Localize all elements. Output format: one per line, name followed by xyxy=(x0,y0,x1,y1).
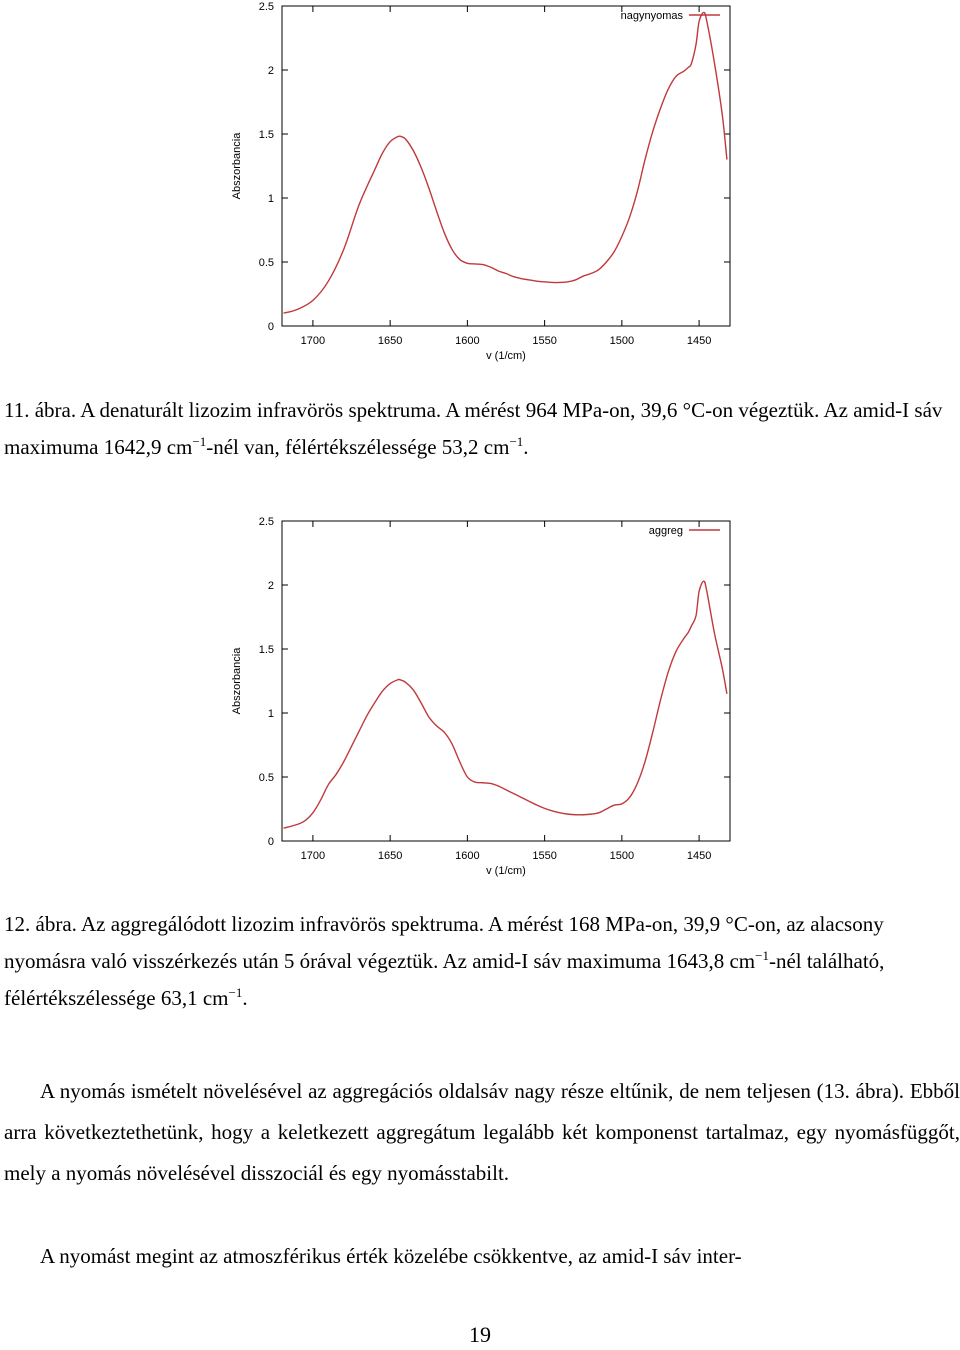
series-line-aggreg xyxy=(283,580,728,829)
caption-superscript: −1 xyxy=(192,434,207,449)
x-tick-label: 1700 xyxy=(301,850,325,862)
y-tick-labels: 0 0.5 1 1.5 2 2.5 xyxy=(259,1,274,333)
y-tick-label: 0.5 xyxy=(259,772,274,784)
plot-frame xyxy=(281,520,731,842)
figure-caption-12: 12. ábra. Az aggregálódott lizozim infra… xyxy=(4,909,960,1014)
body-paragraph: A nyomás ismételt növelésével az aggregá… xyxy=(4,1079,960,1185)
figure-caption-11: 11. ábra. A denaturált lizozim infravörö… xyxy=(4,395,960,463)
y-tick-label: 0 xyxy=(268,836,274,848)
y-tick-label: 1.5 xyxy=(259,129,274,141)
x-tick-label: 1650 xyxy=(378,335,402,347)
caption-label: 12. ábra. xyxy=(4,912,77,936)
y-axis-label: Abszorbancia xyxy=(231,647,243,715)
caption-text: A denaturált lizozim infravörös spektrum… xyxy=(4,398,943,459)
legend-label: nagynyomas xyxy=(621,10,684,22)
x-tick-label: 1550 xyxy=(532,850,556,862)
caption-superscript: −1 xyxy=(509,434,524,449)
x-axis-label: v (1/cm) xyxy=(486,350,526,362)
caption-text-continued: -nél van, félértékszélessége 53,2 cm xyxy=(206,435,510,459)
caption-end: . xyxy=(523,435,529,459)
plot-frame xyxy=(281,5,731,327)
x-tick-label: 1650 xyxy=(378,850,402,862)
y-tick-label: 2 xyxy=(268,65,274,77)
series-line-nagynyomas xyxy=(283,11,728,314)
chart-svg-1: 0 0.5 1 1.5 2 2.5 1700 1650 1600 1550 1500 1450 Ab… xyxy=(231,1,731,362)
x-tick-label: 1450 xyxy=(687,335,711,347)
caption-superscript: −1 xyxy=(228,985,243,1000)
caption-superscript: −1 xyxy=(755,948,769,963)
y-tick-label: 1.5 xyxy=(259,644,274,656)
x-tick-label: 1550 xyxy=(532,335,556,347)
chart-svg-2: 0 0.5 1 1.5 2 2.5 1700 1650 1600 1550 1500 1450 Ab… xyxy=(231,516,731,877)
y-axis-label: Abszorbancia xyxy=(231,132,243,200)
x-tick-labels: 1700 1650 1600 1550 1500 1450 xyxy=(301,850,712,862)
caption-label: 11. ábra. xyxy=(4,398,77,422)
caption-text-continued: -nél található, félértékszélessége 63,1 … xyxy=(4,949,885,1010)
x-tick-label: 1600 xyxy=(455,335,479,347)
caption-text: Az aggregálódott lizozim infravörös spek… xyxy=(4,912,884,973)
x-tick-label: 1500 xyxy=(610,335,634,347)
x-tick-label: 1500 xyxy=(610,850,634,862)
y-tick-label: 0 xyxy=(268,321,274,333)
y-tick-label: 2 xyxy=(268,580,274,592)
axis-ticks xyxy=(282,520,730,842)
caption-end: . xyxy=(242,986,248,1010)
page-number: 19 xyxy=(469,1322,491,1347)
x-axis-label: v (1/cm) xyxy=(486,865,526,877)
body-paragraph: A nyomást megint az atmoszférikus érték … xyxy=(40,1244,742,1268)
spectrum-chart-aggregated: 0 0.5 1 1.5 2 2.5 1700 1650 1600 1550 1500 1450 Ab… xyxy=(220,505,740,885)
legend-label: aggreg xyxy=(649,525,683,537)
y-tick-label: 2.5 xyxy=(259,1,274,13)
y-tick-label: 2.5 xyxy=(259,516,274,528)
y-tick-label: 1 xyxy=(268,708,274,720)
axis-ticks xyxy=(282,5,730,327)
y-tick-label: 1 xyxy=(268,193,274,205)
y-tick-labels: 0 0.5 1 1.5 2 2.5 xyxy=(259,516,274,848)
x-tick-label: 1450 xyxy=(687,850,711,862)
x-tick-labels: 1700 1650 1600 1550 1500 1450 xyxy=(301,335,712,347)
x-tick-label: 1600 xyxy=(455,850,479,862)
x-tick-label: 1700 xyxy=(301,335,325,347)
y-tick-label: 0.5 xyxy=(259,257,274,269)
spectrum-chart-denatured: 0 0.5 1 1.5 2 2.5 1700 1650 1600 1550 1500 1450 Ab… xyxy=(220,0,740,370)
